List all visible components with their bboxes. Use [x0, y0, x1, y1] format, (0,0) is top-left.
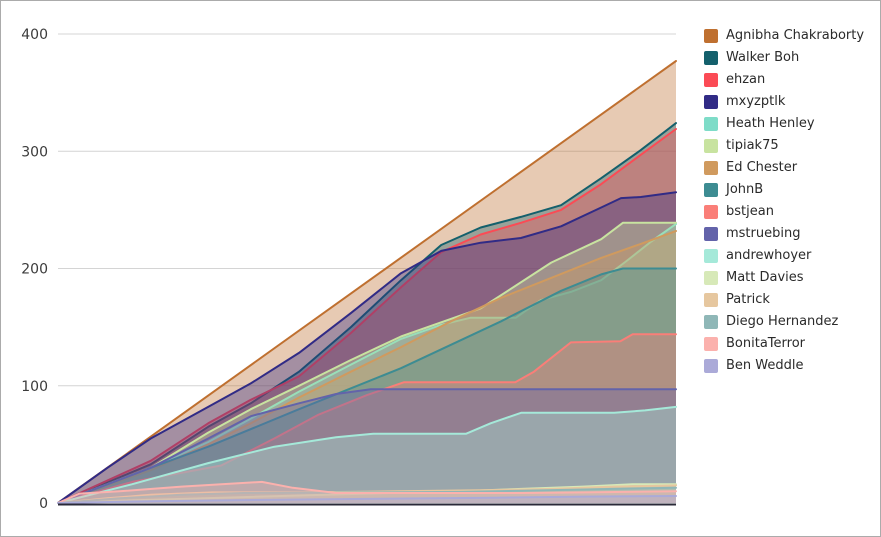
legend-swatch-bstjean: [704, 205, 718, 219]
legend-item-ehzan[interactable]: ehzan: [704, 69, 864, 91]
y-tick-label-0: 0: [39, 496, 48, 512]
series-line-10: [57, 405, 677, 504]
legend-swatch-andrewhoyer: [704, 249, 718, 263]
y-tick-label-200: 200: [21, 262, 48, 278]
legend-item-heath-henley[interactable]: Heath Henley: [704, 113, 864, 135]
legend-item-bstjean[interactable]: bstjean: [704, 201, 864, 223]
legend-swatch-ben-weddle: [704, 359, 718, 373]
legend-item-matt-davies[interactable]: Matt Davies: [704, 267, 864, 289]
legend-label-patrick: Patrick: [726, 292, 770, 307]
series-line-3: [57, 191, 677, 504]
legend-swatch-johnb: [704, 183, 718, 197]
legend-swatch-walker-boh: [704, 51, 718, 65]
legend-swatch-heath-henley: [704, 117, 718, 131]
series-area-8: [58, 334, 676, 503]
legend-item-mxyzptlk[interactable]: mxyzptlk: [704, 91, 864, 113]
legend-swatch-diego-hernandez: [704, 315, 718, 329]
legend-item-tipiak75[interactable]: tipiak75: [704, 135, 864, 157]
series-area-10: [58, 406, 676, 503]
legend-label-agnibha-chakraborty: Agnibha Chakraborty: [726, 28, 865, 43]
legend-item-walker-boh[interactable]: Walker Boh: [704, 47, 864, 69]
series-line-7: [57, 267, 677, 504]
legend-swatch-ed-chester: [704, 161, 718, 175]
legend-item-johnb[interactable]: JohnB: [704, 179, 864, 201]
legend-label-bonitaterror: BonitaTerror: [726, 336, 805, 351]
legend-label-walker-boh: Walker Boh: [726, 50, 800, 65]
legend-label-johnb: JohnB: [726, 182, 764, 197]
series-area-2: [58, 129, 676, 503]
legend-label-bstjean: bstjean: [726, 204, 774, 219]
legend-item-agnibha-chakraborty[interactable]: Agnibha Chakraborty: [704, 25, 864, 47]
series-line-8: [57, 333, 677, 504]
legend-swatch-bonitaterror: [704, 337, 718, 351]
series-area-3: [58, 192, 676, 504]
legend-item-mstruebing[interactable]: mstruebing: [704, 223, 864, 245]
series-line-6: [57, 230, 677, 504]
series-line-2: [57, 128, 677, 504]
series-area-7: [58, 268, 676, 503]
legend-swatch-ehzan: [704, 73, 718, 87]
legend: Agnibha Chakraborty Walker Boh ehzan mxyzpt…: [704, 25, 864, 377]
y-tick-label-100: 100: [21, 379, 48, 395]
legend-label-andrewhoyer: andrewhoyer: [726, 248, 812, 263]
series-line-5: [57, 221, 677, 504]
series-line-15: [57, 495, 677, 504]
series-area-9: [58, 389, 676, 503]
legend-item-andrewhoyer[interactable]: andrewhoyer: [704, 245, 864, 267]
legend-label-mxyzptlk: mxyzptlk: [726, 94, 786, 109]
legend-swatch-matt-davies: [704, 271, 718, 285]
y-tick-label-300: 300: [21, 144, 48, 160]
legend-item-patrick[interactable]: Patrick: [704, 289, 864, 311]
legend-swatch-mxyzptlk: [704, 95, 718, 109]
legend-item-bonitaterror[interactable]: BonitaTerror: [704, 333, 864, 355]
series-area-6: [58, 231, 676, 503]
legend-swatch-mstruebing: [704, 227, 718, 241]
legend-item-ed-chester[interactable]: Ed Chester: [704, 157, 864, 179]
legend-label-ehzan: ehzan: [726, 72, 766, 87]
y-tick-label-400: 400: [21, 27, 48, 43]
series-line-0: [57, 60, 677, 504]
legend-item-diego-hernandez[interactable]: Diego Hernandez: [704, 311, 864, 333]
legend-swatch-tipiak75: [704, 139, 718, 153]
legend-label-tipiak75: tipiak75: [726, 138, 779, 153]
legend-label-mstruebing: mstruebing: [726, 226, 801, 241]
legend-swatch-agnibha-chakraborty: [704, 29, 718, 43]
legend-swatch-patrick: [704, 293, 718, 307]
series-line-9: [57, 388, 677, 504]
legend-label-heath-henley: Heath Henley: [726, 116, 815, 131]
legend-label-ben-weddle: Ben Weddle: [726, 358, 804, 373]
legend-item-ben-weddle[interactable]: Ben Weddle: [704, 355, 864, 377]
series-line-14: [57, 480, 677, 504]
legend-label-ed-chester: Ed Chester: [726, 160, 798, 175]
legend-label-diego-hernandez: Diego Hernandez: [726, 314, 839, 329]
legend-label-matt-davies: Matt Davies: [726, 270, 804, 285]
